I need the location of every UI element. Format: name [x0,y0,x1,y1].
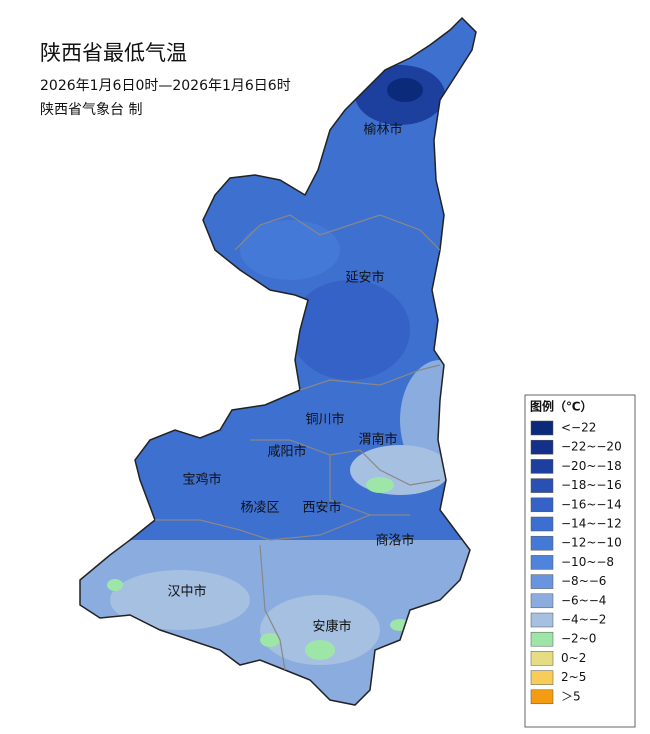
city-borders [155,214,441,671]
legend-label: −14~−12 [561,517,622,531]
legend-swatch [530,459,554,474]
legend-swatch [530,497,554,513]
legend-label: −18~−16 [561,478,622,492]
legend-swatch [530,516,554,532]
city-label: 咸阳市 [267,444,306,460]
city-label: 西安市 [302,500,341,516]
city-label: 宝鸡市 [182,472,221,488]
issuer: 陕西省气象台 制 [40,102,142,118]
legend-label: −8~−6 [561,574,606,588]
legend-label: −4~−2 [561,613,606,627]
legend-label: <−22 [561,421,596,435]
legend-title: 图例（℃） [530,399,593,414]
city-label: 汉中市 [167,584,206,600]
legend-swatch [530,439,554,455]
legend-swatch [530,593,554,609]
legend-label: ＞5 [561,689,581,703]
legend-swatch [530,689,554,705]
legend-label: −20~−18 [561,459,622,473]
legend-swatch [530,478,554,493]
city-label: 榆林市 [363,122,402,138]
city-label: 延安市 [345,270,384,286]
legend-label: −6~−4 [561,593,606,607]
time-range: 2026年1月6日0时—2026年1月6日6时 [40,78,291,94]
legend-label: −16~−14 [561,497,622,511]
legend-swatch [530,574,554,589]
city-label: 渭南市 [358,432,397,448]
legend-swatch [530,555,554,570]
city-label: 杨凌区 [240,501,279,516]
map-title: 陕西省最低气温 [40,41,187,65]
legend-label: 2~5 [561,670,586,684]
legend-label: −22~−20 [561,440,622,454]
legend-label: 0~2 [561,651,586,665]
legend-swatch [530,651,554,666]
legend-swatch [530,612,554,628]
legend-label: −2~0 [561,632,596,646]
legend-swatch [530,670,554,685]
city-label: 安康市 [312,619,351,635]
legend-swatch [530,535,554,551]
legend-swatch [530,631,554,647]
city-label: 铜川市 [305,412,344,428]
legend-label: −10~−8 [561,555,614,569]
legend-label: −12~−10 [561,536,622,550]
legend-swatch [530,420,554,436]
city-label: 商洛市 [375,533,414,549]
